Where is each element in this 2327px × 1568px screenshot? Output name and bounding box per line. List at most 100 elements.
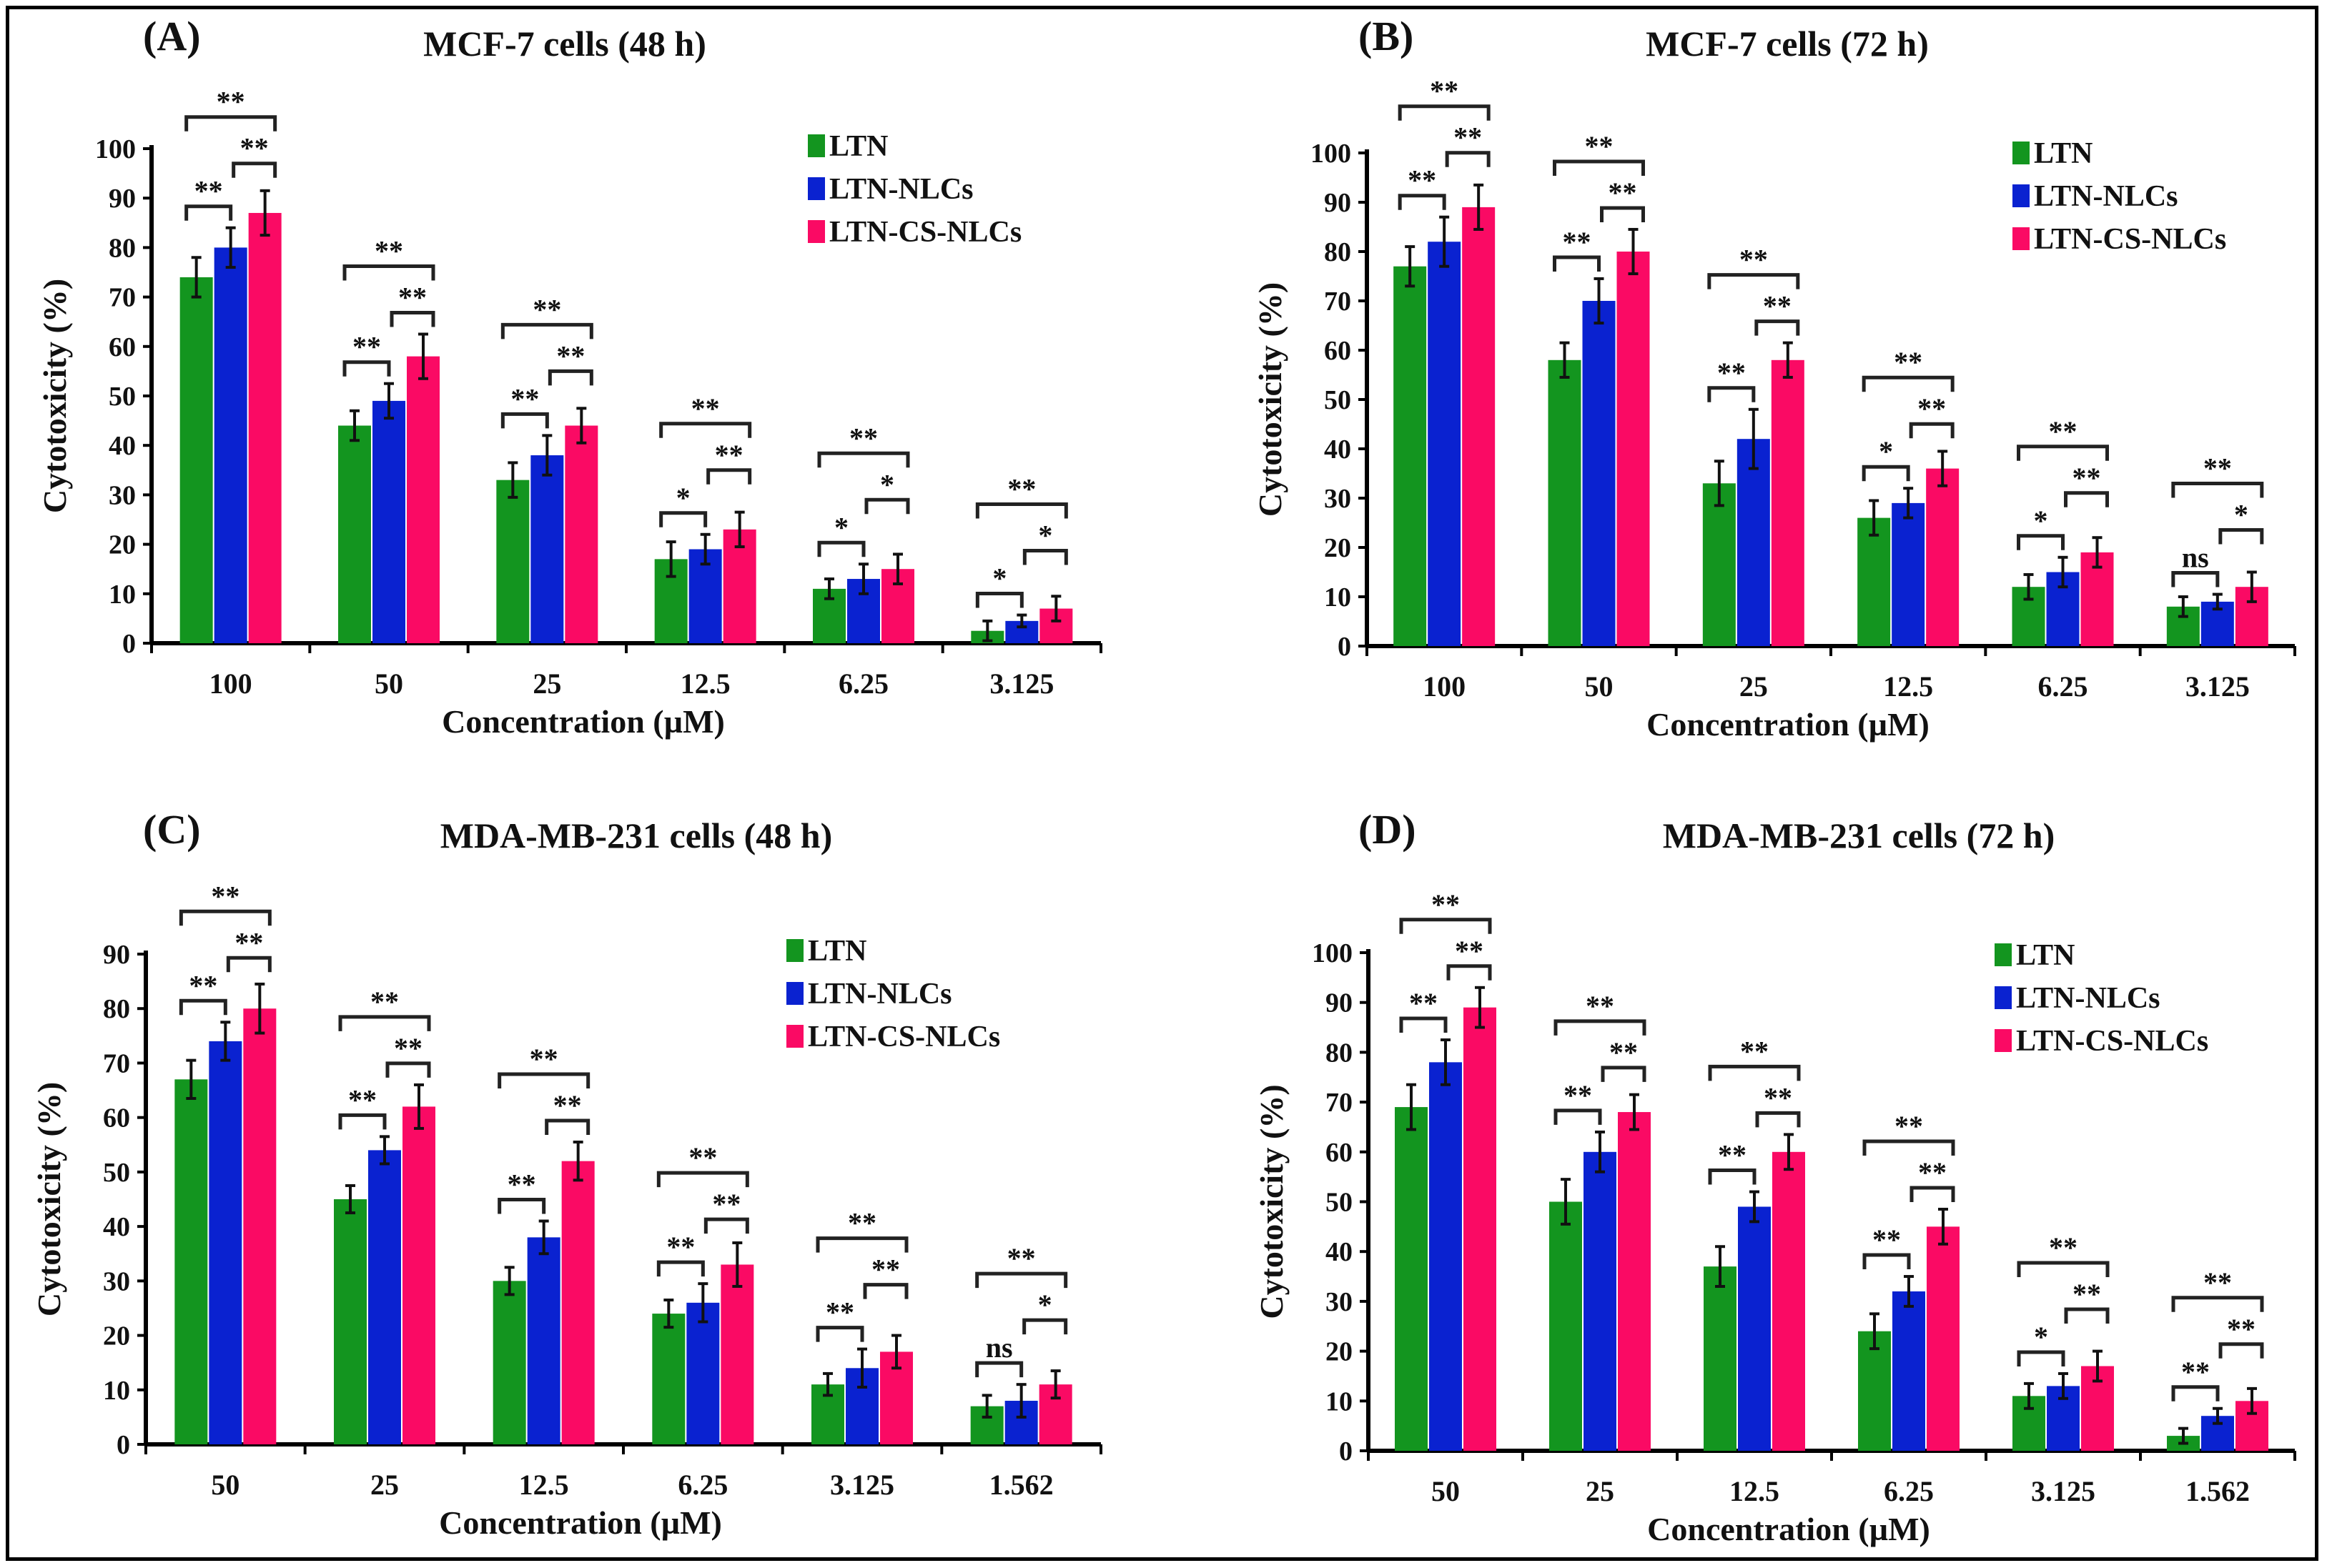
significance-label: ** <box>1764 1081 1792 1113</box>
x-tick-label: 12.5 <box>681 668 731 700</box>
significance-bracket <box>498 1197 546 1214</box>
x-tick-label: 6.25 <box>678 1469 728 1501</box>
significance-label: ** <box>234 926 263 958</box>
significance-label: ** <box>2049 1231 2077 1264</box>
significance-label: ** <box>375 235 403 267</box>
significance-bracket <box>817 451 910 468</box>
significance-bracket <box>1862 1253 1911 1270</box>
significance-label: ** <box>2227 1313 2256 1345</box>
y-tick-label: 10 <box>109 580 136 610</box>
legend-label: LTN-CS-NLCs <box>2016 1025 2208 1058</box>
legend-swatch-ltn-cs-nlcs <box>1995 1029 2012 1052</box>
significance-label: ** <box>666 1231 695 1263</box>
chart-title: MCF-7 cells (72 h) <box>1646 24 1929 64</box>
y-tick-label: 40 <box>103 1212 130 1242</box>
significance-bracket <box>1862 1139 1955 1156</box>
significance-label: * <box>1038 520 1052 552</box>
x-tick-label: 50 <box>1431 1475 1460 1507</box>
significance-label: ** <box>530 1043 558 1075</box>
y-tick-label: 90 <box>109 184 136 214</box>
bar-ltn-cs-nlcs <box>243 1008 277 1444</box>
significance-bracket <box>1755 1111 1801 1128</box>
significance-bracket <box>706 468 752 485</box>
significance-label: ** <box>508 1168 536 1200</box>
significance-label: ns <box>986 1331 1013 1364</box>
x-tick-label: 25 <box>533 668 561 700</box>
x-tick-label: 6.25 <box>839 668 889 700</box>
significance-bracket <box>1398 104 1491 121</box>
significance-bracket <box>1862 465 1910 482</box>
significance-bracket <box>863 1283 909 1299</box>
significance-bracket <box>1600 206 1645 222</box>
chart-panel-b: (B) MCF-7 cells (72 h) 0 10 20 30 40 50 60 70 80 90… <box>1252 13 2296 743</box>
significance-label: ** <box>1872 1224 1901 1256</box>
significance-label: * <box>2034 1321 2048 1353</box>
significance-label: ** <box>1763 290 1792 322</box>
bar-ltn-nlcs <box>530 455 564 643</box>
bar-ltn <box>1858 1331 1891 1451</box>
legend-swatch-ltn <box>808 134 825 157</box>
significance-bracket <box>659 511 708 527</box>
significance-label: ** <box>826 1296 854 1329</box>
significance-label: ** <box>510 382 539 415</box>
chart-title: MDA-MB-231 cells (72 h) <box>1663 815 2055 855</box>
bar-ltn <box>1704 1266 1736 1451</box>
significance-bracket <box>2017 534 2065 550</box>
y-tick-label: 60 <box>1325 1138 1353 1168</box>
significance-label: ** <box>1609 1036 1638 1068</box>
y-tick-label: 10 <box>103 1376 130 1406</box>
significance-bracket <box>338 1113 387 1130</box>
bar-ltn-cs-nlcs <box>1616 252 1650 646</box>
significance-label: ** <box>2203 1266 2232 1299</box>
significance-label: * <box>1038 1289 1052 1321</box>
x-tick-label: 1.562 <box>2185 1475 2250 1507</box>
significance-bracket <box>232 162 277 178</box>
significance-label: ** <box>715 439 743 471</box>
y-tick-label: 70 <box>1325 1088 1353 1118</box>
bar-ltn-nlcs <box>372 400 405 643</box>
y-tick-label: 30 <box>109 480 136 510</box>
y-tick-label: 30 <box>103 1266 130 1296</box>
significance-label: ** <box>1917 392 1946 425</box>
significance-label: ** <box>217 86 245 118</box>
significance-bracket <box>500 322 593 339</box>
significance-bracket <box>2017 1350 2065 1366</box>
bar-ltn-cs-nlcs <box>561 1161 595 1444</box>
legend-label: LTN <box>808 935 867 968</box>
bar-ltn-cs-nlcs <box>1463 1007 1496 1451</box>
x-tick-label: 50 <box>1585 670 1614 703</box>
significance-label: ** <box>553 1089 582 1121</box>
bar-ltn-cs-nlcs <box>402 1106 435 1444</box>
significance-bracket <box>184 204 233 221</box>
y-tick-label: 10 <box>1325 1386 1353 1416</box>
y-tick-label: 70 <box>103 1048 130 1078</box>
significance-bracket <box>1553 255 1601 272</box>
significance-label: ** <box>1563 1079 1592 1111</box>
significance-label: ** <box>1918 1156 1947 1189</box>
significance-bracket <box>864 497 910 515</box>
significance-label: ** <box>1586 990 1614 1022</box>
y-tick-label: 70 <box>1324 287 1351 317</box>
x-tick-label: 50 <box>375 668 403 700</box>
significance-bracket <box>1022 549 1068 565</box>
bar-ltn <box>334 1199 367 1444</box>
x-tick-label: 3.125 <box>989 668 1054 700</box>
x-tick-label: 12.5 <box>519 1469 569 1501</box>
bar-ltn <box>652 1314 686 1444</box>
bar-ltn-cs-nlcs <box>407 356 440 643</box>
significance-label: ** <box>1431 888 1460 921</box>
significance-bracket <box>1399 918 1492 934</box>
legend-swatch-ltn-nlcs <box>808 177 825 200</box>
significance-bracket <box>545 1118 591 1135</box>
y-tick-label: 30 <box>1324 484 1351 514</box>
y-tick-label: 20 <box>1325 1337 1353 1367</box>
significance-bracket <box>1708 1064 1801 1081</box>
x-tick-label: 12.5 <box>1883 670 1933 703</box>
y-tick-label: 90 <box>1325 988 1353 1018</box>
significance-bracket <box>2171 571 2220 587</box>
significance-bracket <box>1909 1186 1955 1202</box>
significance-label: ** <box>1740 1035 1769 1067</box>
y-tick-label: 50 <box>1324 385 1351 415</box>
bar-ltn-nlcs <box>527 1237 560 1444</box>
significance-label: ** <box>394 1032 423 1064</box>
